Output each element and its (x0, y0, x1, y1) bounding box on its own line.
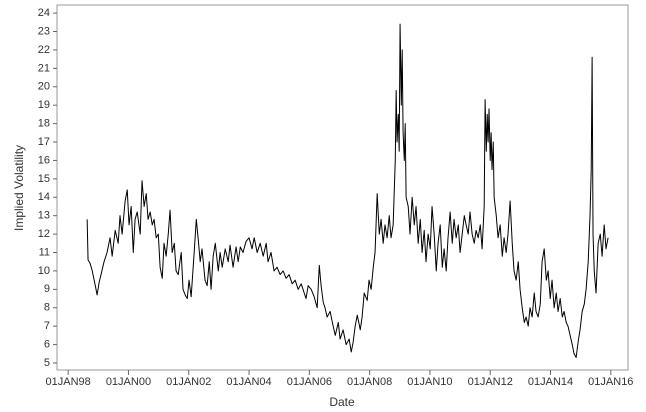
x-tick-label: 01JAN08 (347, 376, 392, 388)
x-axis-title: Date (329, 395, 355, 409)
y-tick-label: 21 (38, 62, 50, 74)
y-tick-label: 15 (38, 173, 50, 185)
y-tick-label: 20 (38, 81, 50, 93)
y-tick-label: 12 (38, 228, 50, 240)
x-tick-label: 01JAN02 (166, 376, 211, 388)
y-tick-label: 5 (44, 357, 50, 369)
y-tick-label: 11 (39, 246, 50, 258)
y-tick-label: 7 (44, 320, 50, 332)
y-tick-label: 23 (38, 25, 50, 37)
x-tick-label: 01JAN04 (226, 376, 271, 388)
x-tick-label: 01JAN16 (588, 376, 633, 388)
y-tick-label: 10 (38, 265, 50, 277)
y-tick-label: 14 (38, 191, 50, 203)
volatility-line (86, 23, 609, 358)
y-tick-label: 6 (44, 338, 50, 350)
plot-frame (56, 4, 629, 371)
y-tick-label: 16 (38, 154, 50, 166)
x-tick-label: 01JAN00 (106, 376, 151, 388)
y-tick-label: 9 (44, 283, 50, 295)
y-tick-label: 13 (38, 210, 50, 222)
y-tick-label: 17 (38, 136, 50, 148)
y-tick-label: 18 (38, 118, 50, 130)
y-tick-label: 19 (38, 99, 50, 111)
y-tick-label: 22 (38, 44, 50, 56)
x-tick-label: 01JAN14 (528, 376, 573, 388)
y-axis-title: Implied Volatility (12, 145, 26, 231)
y-tick-label: 8 (44, 302, 50, 314)
x-tick-label: 01JAN10 (407, 376, 452, 388)
x-tick-label: 01JAN06 (287, 376, 332, 388)
y-tick-label: 24 (38, 7, 50, 19)
x-tick-label: 01JAN98 (46, 376, 91, 388)
x-tick-label: 01JAN12 (468, 376, 513, 388)
